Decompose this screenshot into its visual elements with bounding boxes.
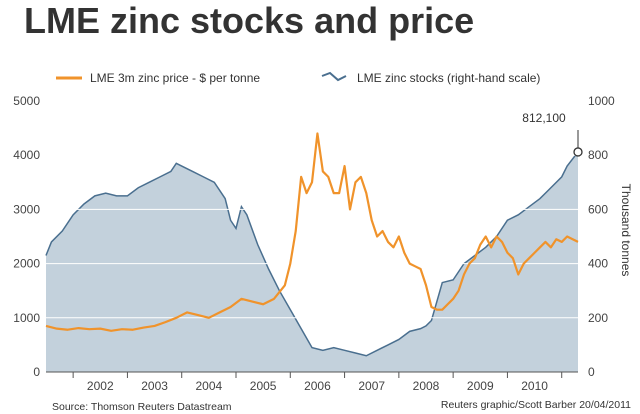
x-axis-ticks: 2002 2003 2004 2005 2006 2007 2008 2009 2010 <box>72 372 563 393</box>
credit-note: Reuters graphic/Scott Barber 20/04/2011 <box>441 399 631 411</box>
right-axis-title: Thousand tonnes <box>619 184 633 277</box>
left-tick-label: 4000 <box>13 148 40 162</box>
x-tick-label: 2002 <box>87 379 114 393</box>
left-axis-ticks: 0 1000 2000 3000 4000 5000 <box>13 94 40 379</box>
legend-stocks-label: LME zinc stocks (right-hand scale) <box>357 71 540 85</box>
annotation-marker <box>573 147 583 157</box>
x-tick-label: 2008 <box>413 379 440 393</box>
plot-area: 812,100 <box>45 100 583 373</box>
source-note: Source: Thomson Reuters Datastream <box>52 401 232 413</box>
right-tick-label: 800 <box>588 148 608 162</box>
grid-lines <box>46 100 578 373</box>
chart-title: LME zinc stocks and price <box>24 0 474 41</box>
annotation-label: 812,100 <box>522 111 566 125</box>
x-tick-label: 2006 <box>304 379 331 393</box>
left-tick-label: 0 <box>33 365 40 379</box>
left-tick-label: 2000 <box>13 257 40 271</box>
x-tick-label: 2010 <box>521 379 548 393</box>
left-tick-label: 3000 <box>13 202 40 216</box>
x-tick-label: 2005 <box>250 379 277 393</box>
legend-stocks-swatch <box>321 71 347 82</box>
x-tick-label: 2007 <box>358 379 385 393</box>
legend-price-label: LME 3m zinc price - $ per tonne <box>90 71 260 85</box>
price-series-line <box>45 132 579 332</box>
x-tick-label: 2003 <box>141 379 168 393</box>
right-tick-label: 200 <box>588 311 608 325</box>
right-tick-label: 400 <box>588 257 608 271</box>
right-tick-label: 1000 <box>588 94 615 108</box>
stocks-series-line <box>45 151 579 357</box>
x-tick-label: 2004 <box>196 379 223 393</box>
right-tick-label: 0 <box>588 365 595 379</box>
left-tick-label: 1000 <box>13 311 40 325</box>
left-tick-label: 5000 <box>13 94 40 108</box>
x-tick-label: 2009 <box>467 379 494 393</box>
right-axis-ticks: 0 200 400 600 800 1000 <box>588 94 615 379</box>
right-tick-label: 600 <box>588 202 608 216</box>
annotation-group: 812,100 <box>522 111 583 157</box>
price-line-group <box>45 132 579 332</box>
